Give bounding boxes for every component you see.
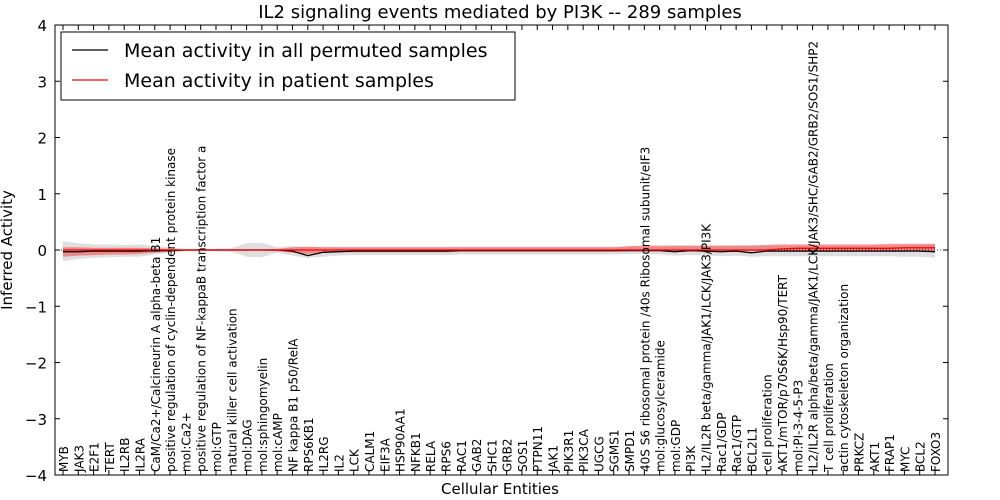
y-tick-label: −1	[25, 298, 47, 316]
legend-label-patient: Mean activity in patient samples	[124, 70, 434, 92]
y-axis-ticks: 4 3 2 1 0 −1 −2 −3 −4	[25, 17, 948, 485]
x-tick-label: NF kappa B1 p50/RelA	[286, 338, 300, 472]
x-tick-label: IL2RA	[133, 437, 147, 472]
legend-box	[60, 31, 516, 101]
x-tick-label: mol:DAG	[241, 419, 255, 472]
x-tick-label: RPS6KB1	[302, 417, 316, 472]
x-tick-label: SMPD1	[623, 430, 637, 472]
x-tick-label: positive regulation of cyclin-dependent …	[164, 148, 178, 472]
x-tick-label: mol:PI-3-4-5-P3	[791, 380, 805, 472]
x-tick-label: mol:Ca2+	[179, 412, 193, 472]
x-tick-label: Rac1/GTP	[730, 415, 744, 472]
x-tick-label: CALM1	[363, 431, 377, 472]
x-tick-label: IL2RG	[317, 437, 331, 473]
x-axis-label: Cellular Entities	[441, 480, 559, 498]
x-tick-label: LCK	[348, 448, 362, 472]
x-tick-label: RELA	[424, 440, 438, 472]
x-tick-label: IL2	[332, 454, 346, 472]
x-tick-label: GRB2	[501, 438, 515, 472]
x-tick-label: mol:glucosylceramide	[654, 340, 668, 472]
y-tick-label: 4	[37, 17, 47, 35]
x-tick-label: actin cytoskeleton organization	[837, 284, 851, 472]
x-tick-label: RAC1	[455, 440, 469, 472]
legend-label-permuted: Mean activity in all permuted samples	[124, 40, 487, 62]
y-tick-label: −2	[25, 355, 47, 373]
x-tick-label: UGCG	[592, 436, 606, 472]
x-tick-label: GAB2	[470, 439, 484, 472]
series-lines	[55, 247, 948, 257]
x-tick-label: PRKCZ	[853, 433, 867, 472]
series-line-patient	[63, 247, 935, 251]
x-tick-label: PIK3R1	[562, 430, 576, 472]
x-tick-label: HSP90AA1	[394, 408, 408, 472]
x-tick-label: mol:sphingomyelin	[256, 358, 270, 472]
x-tick-label: FRAP1	[883, 434, 897, 472]
legend: Mean activity in all permuted samples Me…	[60, 31, 516, 101]
x-tick-label: natural killer cell activation	[225, 308, 239, 472]
x-tick-label: AKT1/mTOR/p70S6K/Hsp90/TERT	[776, 274, 790, 472]
x-tick-label: PTPN11	[531, 426, 545, 472]
x-tick-label: BCL2L1	[745, 427, 759, 472]
y-tick-label: 1	[37, 186, 47, 204]
x-tick-label: PIK3CA	[577, 428, 591, 472]
x-tick-label: BCL2	[914, 441, 928, 472]
y-tick-label: 0	[37, 242, 47, 260]
y-tick-label: 3	[37, 73, 47, 91]
plot-frame	[54, 24, 949, 476]
x-tick-label: IL2/IL2R beta/gamma/JAK1/LCK/JAK3/PI3K	[700, 223, 714, 472]
x-tick-label: MYB	[57, 446, 71, 472]
y-tick-label: −4	[25, 467, 47, 485]
x-tick-label: JAK1	[547, 445, 561, 473]
x-tick-label: mol:GTP	[210, 422, 224, 472]
x-tick-label: mol:GDP	[669, 420, 683, 472]
x-tick-label: RPS6	[439, 441, 453, 472]
x-tick-label: PI3K	[684, 445, 698, 472]
chart-title: IL2 signaling events mediated by PI3K --…	[258, 2, 742, 23]
x-tick-label: IL2/IL2R alpha/beta/gamma/JAK1/LCK/JAK3/…	[807, 41, 821, 472]
x-tick-label: IL2RB	[118, 438, 132, 472]
y-tick-label: 2	[37, 130, 47, 148]
x-tick-label: mol:cAMP	[271, 413, 285, 472]
x-tick-label: SGMS1	[608, 429, 622, 472]
x-tick-label: SOS1	[516, 440, 530, 472]
x-tick-label: E2F1	[88, 442, 102, 472]
x-tick-label: T cell proliferation	[822, 363, 836, 473]
x-tick-label: JAK3	[72, 445, 86, 473]
x-tick-label: SHC1	[485, 439, 499, 472]
x-tick-label: CaM/Ca2+/Calcineurin A alpha-beta B1	[149, 237, 163, 472]
x-axis-ticks: MYB JAK3 E2F1 TERT IL2RB IL2RA CaM/Ca2+/Calcin…	[57, 25, 943, 475]
x-tick-label: 40S S6 ribosomal protein /40s Ribosomal …	[638, 147, 652, 472]
x-tick-label: NFKB1	[409, 432, 423, 472]
x-tick-label: MYC	[898, 447, 912, 472]
y-axis-label: Inferred Activity	[0, 190, 16, 310]
x-tick-label: AKT1	[868, 442, 882, 472]
y-tick-label: −3	[25, 411, 47, 429]
x-tick-label: EIF3A	[378, 437, 392, 472]
x-tick-label: TERT	[103, 442, 117, 473]
x-tick-label: Rac1/GDP	[715, 413, 729, 472]
x-tick-label: cell proliferation	[761, 374, 775, 472]
x-tick-label: FOXO3	[929, 432, 943, 472]
x-tick-label: positive regulation of NF-kappaB transcr…	[195, 146, 209, 472]
